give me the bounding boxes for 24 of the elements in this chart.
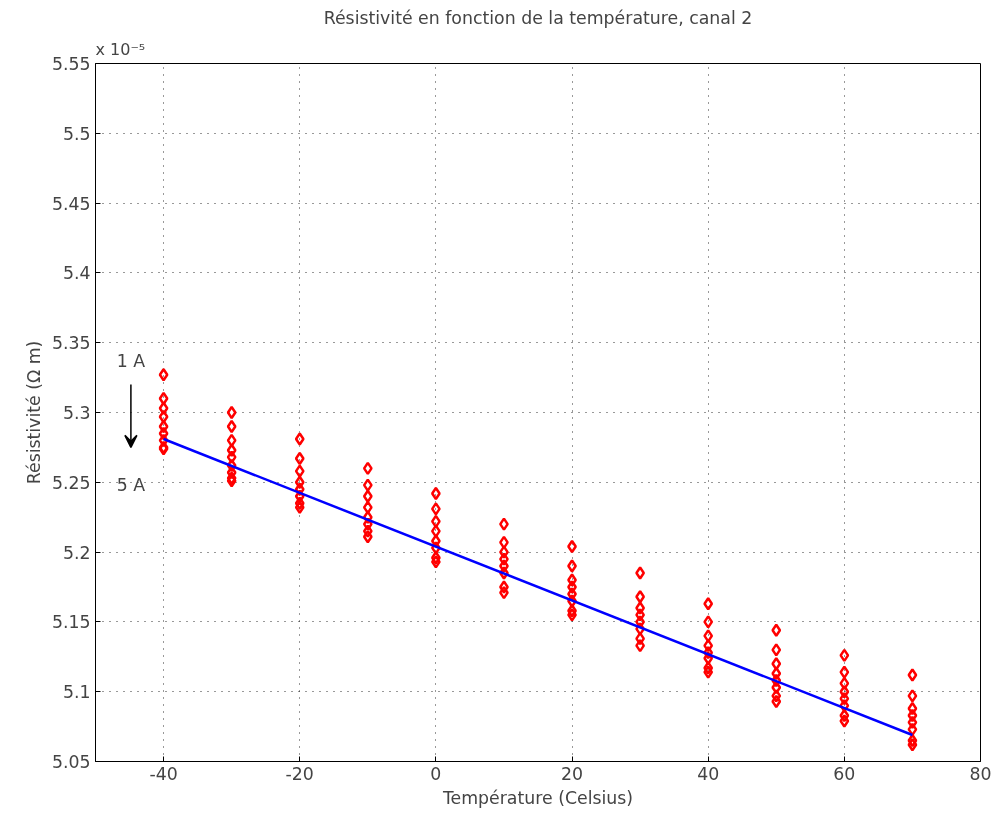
- y-tick-label: 5.3: [62, 403, 91, 423]
- y-tick-label: 5.1: [62, 682, 91, 703]
- annotation: 5 A: [116, 475, 146, 496]
- y-tick-label: 5.55: [51, 54, 91, 74]
- x-tick-label: 20: [561, 763, 584, 784]
- y-tick-label: 5.45: [51, 193, 91, 214]
- x-tick-label: 80: [969, 763, 992, 784]
- y-tick-label: 5.5: [62, 123, 91, 144]
- text: x 10⁻⁵: [95, 39, 146, 59]
- y-tick-label: 5.35: [51, 333, 91, 354]
- x-tick-label: -20: [285, 763, 314, 784]
- x-tick-label: 0: [430, 763, 442, 784]
- y-tick-label: 5.05: [51, 752, 91, 772]
- y-tick-label: 5.15: [51, 612, 91, 633]
- y-tick-label: 5.2: [62, 542, 91, 563]
- chart-title: Résistivité en fonction de la température, canal 2: [323, 7, 753, 28]
- x-tick-label: -40: [149, 763, 178, 784]
- y-tick-label: 5.25: [51, 472, 91, 493]
- y-axis-title: Résistivité (Ω m): [23, 340, 44, 485]
- x-tick-label: 60: [833, 763, 856, 784]
- x-axis-title: Température (Celsius): [441, 787, 634, 808]
- x-tick-label: 40: [697, 763, 720, 784]
- y-tick-label: 5.4: [62, 263, 91, 284]
- annotation: 1 A: [116, 350, 146, 371]
